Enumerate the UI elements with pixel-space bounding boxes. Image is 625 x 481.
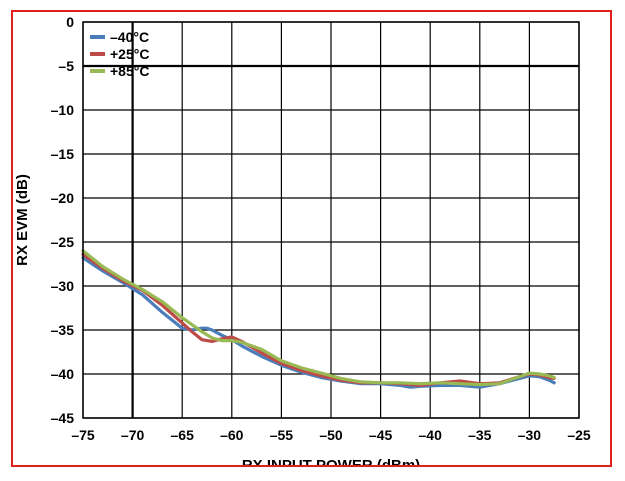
y-tick-label: –30 — [51, 278, 75, 294]
y-axis-label: RX EVM (dB) — [14, 174, 31, 266]
x-tick-label: –50 — [319, 427, 343, 443]
x-tick-labels: –75 –70 –65 –60 –55 –50 –45 –40 –35 –30 –25 — [71, 427, 591, 443]
y-tick-label: –5 — [58, 58, 74, 74]
x-tick-label: –30 — [518, 427, 542, 443]
x-tick-label: –55 — [270, 427, 294, 443]
x-tick-label: –60 — [220, 427, 244, 443]
series-group — [81, 249, 556, 389]
y-tick-label: –20 — [51, 190, 75, 206]
x-tick-label: –70 — [121, 427, 145, 443]
x-tick-label: –25 — [567, 427, 591, 443]
x-axis-label: RX INPUT POWER (dBm) — [242, 457, 420, 467]
y-tick-labels: 0 –5 –10 –15 –20 –25 –30 –35 –40 –45 — [51, 14, 75, 426]
y-tick-label: 0 — [66, 14, 74, 30]
series-line — [81, 249, 556, 387]
y-tick-label: –15 — [51, 146, 75, 162]
legend-label: –40°C — [110, 29, 149, 45]
grid — [82, 21, 580, 419]
y-tick-label: –45 — [51, 410, 75, 426]
x-tick-label: –75 — [71, 427, 95, 443]
series-line — [81, 252, 556, 387]
evm-chart: 0 –5 –10 –15 –20 –25 –30 –35 –40 –45 –75 –70 –65 –60… — [14, 14, 591, 467]
y-tick-label: –40 — [51, 366, 75, 382]
chart-frame: 0 –5 –10 –15 –20 –25 –30 –35 –40 –45 –75 –70 –65 –60… — [11, 10, 612, 467]
x-tick-label: –40 — [419, 427, 443, 443]
series-line — [81, 256, 556, 389]
legend: –40°C+25°C+85°C — [90, 29, 149, 79]
legend-label: +85°C — [110, 63, 149, 79]
y-tick-label: –35 — [51, 322, 75, 338]
x-tick-label: –65 — [171, 427, 195, 443]
x-tick-label: –35 — [468, 427, 492, 443]
x-tick-label: –45 — [369, 427, 393, 443]
legend-label: +25°C — [110, 46, 149, 62]
y-tick-label: –10 — [51, 102, 75, 118]
y-tick-label: –25 — [51, 234, 75, 250]
plot-border — [82, 21, 580, 419]
